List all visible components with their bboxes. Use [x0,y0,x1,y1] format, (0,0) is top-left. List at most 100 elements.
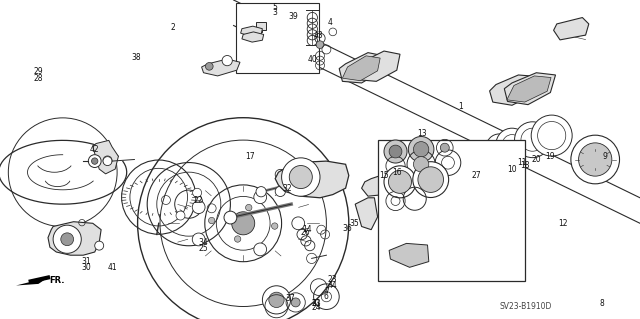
Text: 39: 39 [288,12,298,21]
Circle shape [193,188,202,197]
Text: 33: 33 [311,299,321,308]
Text: 44: 44 [328,281,338,290]
Circle shape [275,186,285,197]
Text: 20: 20 [531,155,541,164]
Polygon shape [362,172,403,196]
Circle shape [418,167,444,192]
Circle shape [392,149,420,177]
Circle shape [417,156,428,166]
Circle shape [254,243,267,256]
Polygon shape [275,161,349,198]
Circle shape [389,145,402,158]
Polygon shape [339,53,384,83]
Circle shape [384,140,407,163]
Circle shape [388,170,412,193]
Circle shape [271,223,278,229]
Circle shape [291,298,300,307]
Text: 37: 37 [285,294,295,303]
Circle shape [457,143,477,163]
Polygon shape [242,32,264,42]
Circle shape [579,143,612,176]
Circle shape [61,233,74,246]
Circle shape [442,143,467,168]
Text: 36: 36 [342,224,353,233]
Circle shape [209,217,215,224]
Polygon shape [355,198,378,230]
Circle shape [422,142,454,174]
Circle shape [515,122,550,158]
Circle shape [413,157,429,172]
Circle shape [176,211,185,220]
Circle shape [106,159,109,162]
Circle shape [207,204,216,213]
Circle shape [103,156,112,165]
Circle shape [316,41,324,48]
Text: 41: 41 [107,263,117,272]
Text: 38: 38 [131,53,141,62]
Text: 27: 27 [472,171,482,180]
Text: 31: 31 [81,257,92,266]
Text: 5: 5 [273,4,278,12]
Circle shape [192,201,205,214]
Polygon shape [389,243,429,267]
Text: 4: 4 [327,18,332,27]
Text: 8: 8 [599,299,604,308]
Polygon shape [202,59,240,76]
Circle shape [571,135,620,184]
Text: 13: 13 [417,130,428,138]
Text: 24: 24 [311,303,321,312]
Circle shape [53,225,81,253]
Circle shape [448,149,461,162]
Text: 25: 25 [198,244,209,253]
Circle shape [440,143,449,152]
Circle shape [479,140,497,158]
Text: 10: 10 [507,165,517,174]
Circle shape [254,191,267,204]
Polygon shape [355,51,400,81]
Text: 19: 19 [545,152,556,161]
Text: 42: 42 [90,145,100,154]
Polygon shape [93,140,118,174]
Text: 9: 9 [602,152,607,161]
Circle shape [256,187,266,197]
Text: 12: 12 [559,219,568,228]
Text: 1: 1 [458,102,463,111]
Circle shape [531,115,572,156]
Text: 23: 23 [328,275,338,284]
Circle shape [292,217,305,230]
Text: 43: 43 [314,31,324,40]
Circle shape [222,56,232,66]
Circle shape [232,212,255,235]
Circle shape [224,211,237,224]
Polygon shape [504,73,556,105]
Polygon shape [48,222,101,255]
Circle shape [92,158,98,164]
Bar [378,140,525,281]
Text: 30: 30 [81,263,92,272]
Text: 18: 18 [520,161,529,170]
Text: 28: 28 [34,74,43,83]
Polygon shape [507,76,551,102]
Polygon shape [250,22,266,32]
Circle shape [475,147,483,154]
Text: 11: 11 [517,158,526,167]
Circle shape [384,166,416,198]
Circle shape [470,142,488,160]
Circle shape [95,241,104,250]
Text: 15: 15 [379,171,389,180]
Text: 29: 29 [33,67,44,76]
Text: 34: 34 [198,238,209,247]
Text: 7: 7 [324,287,329,296]
Text: 16: 16 [392,168,402,177]
Circle shape [262,286,291,314]
Bar [236,3,319,73]
Polygon shape [342,56,380,81]
Text: 22: 22 [194,197,203,205]
Text: 40: 40 [307,55,317,63]
Circle shape [234,236,241,242]
Text: 21: 21 [312,299,321,308]
Polygon shape [490,75,538,105]
Polygon shape [554,18,589,40]
Circle shape [380,154,403,177]
Circle shape [205,63,213,70]
